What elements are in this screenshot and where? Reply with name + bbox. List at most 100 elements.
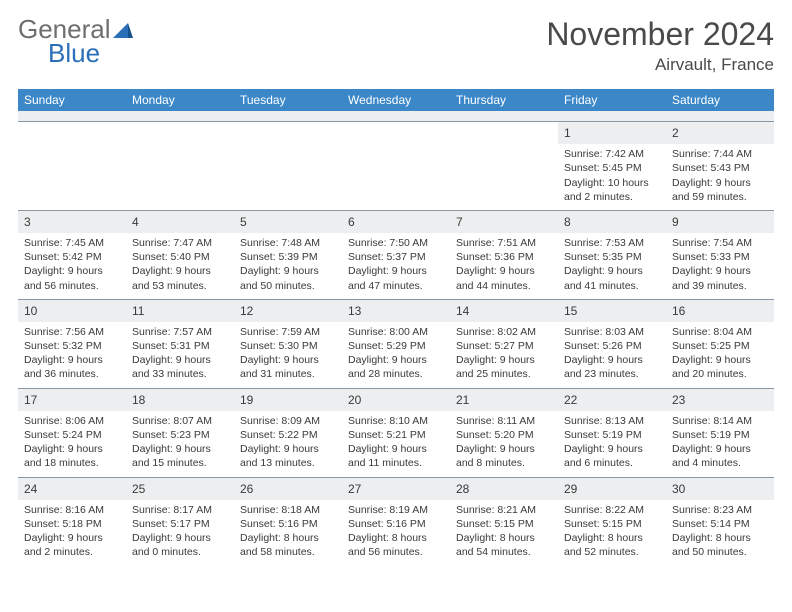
- day-number: 25: [126, 478, 234, 500]
- day-body: Sunrise: 8:07 AMSunset: 5:23 PMDaylight:…: [126, 411, 234, 477]
- sunrise-line: Sunrise: 7:42 AM: [564, 147, 660, 161]
- sunset-line: Sunset: 5:45 PM: [564, 161, 660, 175]
- daylight-line: Daylight: 9 hours and 36 minutes.: [24, 353, 120, 381]
- day-number: 2: [666, 122, 774, 144]
- sunrise-line: Sunrise: 8:23 AM: [672, 503, 768, 517]
- sunset-line: Sunset: 5:40 PM: [132, 250, 228, 264]
- daylight-line: Daylight: 9 hours and 53 minutes.: [132, 264, 228, 292]
- daylight-line: Daylight: 9 hours and 50 minutes.: [240, 264, 336, 292]
- daylight-line: Daylight: 9 hours and 39 minutes.: [672, 264, 768, 292]
- day-cell: 18Sunrise: 8:07 AMSunset: 5:23 PMDayligh…: [126, 389, 234, 477]
- day-cell: 22Sunrise: 8:13 AMSunset: 5:19 PMDayligh…: [558, 389, 666, 477]
- sunrise-line: Sunrise: 7:53 AM: [564, 236, 660, 250]
- sunset-line: Sunset: 5:42 PM: [24, 250, 120, 264]
- day-body: Sunrise: 7:42 AMSunset: 5:45 PMDaylight:…: [558, 144, 666, 210]
- sunset-line: Sunset: 5:15 PM: [456, 517, 552, 531]
- daylight-line: Daylight: 8 hours and 52 minutes.: [564, 531, 660, 559]
- day-cell: 14Sunrise: 8:02 AMSunset: 5:27 PMDayligh…: [450, 300, 558, 388]
- sunset-line: Sunset: 5:22 PM: [240, 428, 336, 442]
- day-body: Sunrise: 8:21 AMSunset: 5:15 PMDaylight:…: [450, 500, 558, 566]
- day-body: Sunrise: 8:23 AMSunset: 5:14 PMDaylight:…: [666, 500, 774, 566]
- day-number: 7: [450, 211, 558, 233]
- sunset-line: Sunset: 5:31 PM: [132, 339, 228, 353]
- day-body: Sunrise: 7:57 AMSunset: 5:31 PMDaylight:…: [126, 322, 234, 388]
- day-number: 12: [234, 300, 342, 322]
- sunrise-line: Sunrise: 7:59 AM: [240, 325, 336, 339]
- day-body: Sunrise: 8:17 AMSunset: 5:17 PMDaylight:…: [126, 500, 234, 566]
- daylight-line: Daylight: 9 hours and 6 minutes.: [564, 442, 660, 470]
- day-cell: 12Sunrise: 7:59 AMSunset: 5:30 PMDayligh…: [234, 300, 342, 388]
- day-body: Sunrise: 7:44 AMSunset: 5:43 PMDaylight:…: [666, 144, 774, 210]
- sunrise-line: Sunrise: 8:11 AM: [456, 414, 552, 428]
- sunset-line: Sunset: 5:16 PM: [240, 517, 336, 531]
- day-cell: 7Sunrise: 7:51 AMSunset: 5:36 PMDaylight…: [450, 211, 558, 299]
- week-row: 24Sunrise: 8:16 AMSunset: 5:18 PMDayligh…: [18, 477, 774, 566]
- sunset-line: Sunset: 5:37 PM: [348, 250, 444, 264]
- day-number: 4: [126, 211, 234, 233]
- day-number: 8: [558, 211, 666, 233]
- daylight-line: Daylight: 9 hours and 15 minutes.: [132, 442, 228, 470]
- day-cell: 1Sunrise: 7:42 AMSunset: 5:45 PMDaylight…: [558, 122, 666, 210]
- sunset-line: Sunset: 5:24 PM: [24, 428, 120, 442]
- logo: GeneralBlue: [18, 16, 133, 66]
- day-cell: 20Sunrise: 8:10 AMSunset: 5:21 PMDayligh…: [342, 389, 450, 477]
- daylight-line: Daylight: 9 hours and 13 minutes.: [240, 442, 336, 470]
- sunrise-line: Sunrise: 8:18 AM: [240, 503, 336, 517]
- day-number: 22: [558, 389, 666, 411]
- day-number: 9: [666, 211, 774, 233]
- sunset-line: Sunset: 5:26 PM: [564, 339, 660, 353]
- sunrise-line: Sunrise: 7:45 AM: [24, 236, 120, 250]
- sunset-line: Sunset: 5:27 PM: [456, 339, 552, 353]
- day-body: Sunrise: 8:16 AMSunset: 5:18 PMDaylight:…: [18, 500, 126, 566]
- daylight-line: Daylight: 9 hours and 44 minutes.: [456, 264, 552, 292]
- sunrise-line: Sunrise: 7:44 AM: [672, 147, 768, 161]
- month-title: November 2024: [546, 16, 774, 53]
- week-row: 1Sunrise: 7:42 AMSunset: 5:45 PMDaylight…: [18, 121, 774, 210]
- daylight-line: Daylight: 10 hours and 2 minutes.: [564, 176, 660, 204]
- day-cell: 8 Sunrise: 7:53 AMSunset: 5:35 PMDaylight…: [558, 211, 666, 299]
- day-body: Sunrise: 8:06 AMSunset: 5:24 PMDaylight:…: [18, 411, 126, 477]
- day-body: Sunrise: 8:09 AMSunset: 5:22 PMDaylight:…: [234, 411, 342, 477]
- daylight-line: Daylight: 9 hours and 25 minutes.: [456, 353, 552, 381]
- day-cell: 25Sunrise: 8:17 AMSunset: 5:17 PMDayligh…: [126, 478, 234, 566]
- day-cell: 6Sunrise: 7:50 AMSunset: 5:37 PMDaylight…: [342, 211, 450, 299]
- sunset-line: Sunset: 5:14 PM: [672, 517, 768, 531]
- day-number: 26: [234, 478, 342, 500]
- day-body: Sunrise: 7:51 AMSunset: 5:36 PMDaylight:…: [450, 233, 558, 299]
- day-number: 30: [666, 478, 774, 500]
- day-cell: 28Sunrise: 8:21 AMSunset: 5:15 PMDayligh…: [450, 478, 558, 566]
- sunset-line: Sunset: 5:43 PM: [672, 161, 768, 175]
- sunset-line: Sunset: 5:32 PM: [24, 339, 120, 353]
- weekday-friday: Friday: [558, 89, 666, 111]
- day-cell: 4Sunrise: 7:47 AMSunset: 5:40 PMDaylight…: [126, 211, 234, 299]
- sunrise-line: Sunrise: 8:16 AM: [24, 503, 120, 517]
- day-body: Sunrise: 8:00 AMSunset: 5:29 PMDaylight:…: [342, 322, 450, 388]
- weekday-saturday: Saturday: [666, 89, 774, 111]
- day-body: Sunrise: 8:03 AMSunset: 5:26 PMDaylight:…: [558, 322, 666, 388]
- day-body: Sunrise: 8:04 AMSunset: 5:25 PMDaylight:…: [666, 322, 774, 388]
- day-cell: 11Sunrise: 7:57 AMSunset: 5:31 PMDayligh…: [126, 300, 234, 388]
- day-number: 18: [126, 389, 234, 411]
- day-number: 15: [558, 300, 666, 322]
- sunset-line: Sunset: 5:39 PM: [240, 250, 336, 264]
- sunrise-line: Sunrise: 8:09 AM: [240, 414, 336, 428]
- weekday-wednesday: Wednesday: [342, 89, 450, 111]
- day-number: 13: [342, 300, 450, 322]
- sunset-line: Sunset: 5:25 PM: [672, 339, 768, 353]
- day-body: Sunrise: 7:45 AMSunset: 5:42 PMDaylight:…: [18, 233, 126, 299]
- day-body: Sunrise: 7:47 AMSunset: 5:40 PMDaylight:…: [126, 233, 234, 299]
- sunset-line: Sunset: 5:35 PM: [564, 250, 660, 264]
- sunset-line: Sunset: 5:18 PM: [24, 517, 120, 531]
- sunset-line: Sunset: 5:36 PM: [456, 250, 552, 264]
- sunrise-line: Sunrise: 8:10 AM: [348, 414, 444, 428]
- day-number: 29: [558, 478, 666, 500]
- sunrise-line: Sunrise: 7:54 AM: [672, 236, 768, 250]
- daylight-line: Daylight: 8 hours and 54 minutes.: [456, 531, 552, 559]
- sunrise-line: Sunrise: 7:50 AM: [348, 236, 444, 250]
- sunrise-line: Sunrise: 8:02 AM: [456, 325, 552, 339]
- daylight-line: Daylight: 9 hours and 41 minutes.: [564, 264, 660, 292]
- sunrise-line: Sunrise: 7:47 AM: [132, 236, 228, 250]
- day-number: 10: [18, 300, 126, 322]
- daylight-line: Daylight: 9 hours and 18 minutes.: [24, 442, 120, 470]
- week-row: 10Sunrise: 7:56 AMSunset: 5:32 PMDayligh…: [18, 299, 774, 388]
